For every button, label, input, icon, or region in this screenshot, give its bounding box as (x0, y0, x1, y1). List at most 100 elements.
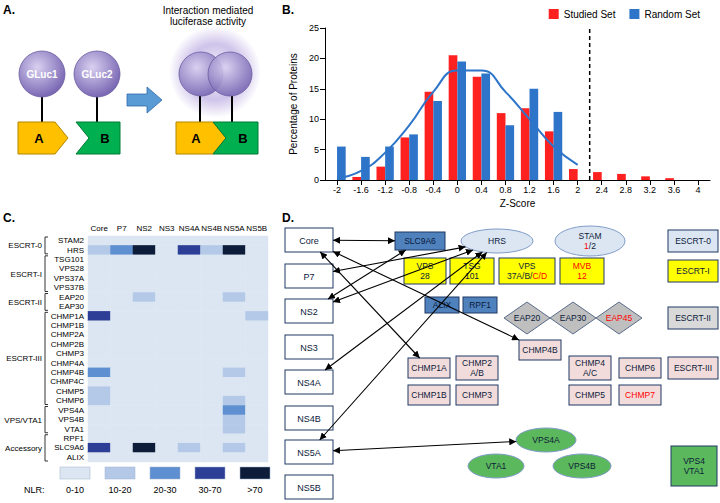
svg-text:B.: B. (282, 3, 294, 17)
svg-text:CHMP4B: CHMP4B (51, 368, 84, 377)
svg-text:2: 2 (575, 185, 580, 195)
svg-text:VTA1: VTA1 (65, 425, 85, 434)
svg-text:CHMP7: CHMP7 (625, 390, 655, 400)
svg-text:ESCRT-III: ESCRT-III (6, 354, 42, 363)
svg-text:1.6: 1.6 (547, 185, 560, 195)
svg-text:CHMP2B: CHMP2B (51, 340, 84, 349)
svg-text:TSG101: TSG101 (54, 255, 84, 264)
svg-text:D.: D. (282, 211, 294, 225)
svg-text:-1.2: -1.2 (377, 185, 393, 195)
svg-text:VPS4A: VPS4A (58, 406, 84, 415)
svg-text:A.: A. (3, 3, 15, 17)
svg-text:NS4B: NS4B (201, 224, 222, 233)
svg-text:CHMP4A: CHMP4A (51, 359, 85, 368)
svg-text:HRS: HRS (488, 236, 506, 246)
svg-text:P7: P7 (303, 272, 314, 282)
svg-text:CHMP3: CHMP3 (56, 349, 85, 358)
svg-text:Percentage of Proteins: Percentage of Proteins (288, 53, 299, 155)
svg-text:MVB12: MVB12 (573, 261, 592, 281)
svg-text:0: 0 (314, 175, 319, 185)
svg-text:NS5B: NS5B (246, 224, 267, 233)
svg-text:-2: -2 (333, 185, 341, 195)
svg-text:VPS4B: VPS4B (58, 415, 84, 424)
svg-text:CHMP6: CHMP6 (56, 396, 85, 405)
svg-text:VPS4B: VPS4B (568, 461, 596, 471)
svg-text:STAM2: STAM2 (58, 236, 85, 245)
svg-text:1.2: 1.2 (523, 185, 536, 195)
svg-text:VPS4A: VPS4A (532, 435, 560, 445)
svg-text:NS3: NS3 (300, 343, 318, 353)
svg-text:VPS37A: VPS37A (54, 274, 85, 283)
svg-text:NS5A: NS5A (224, 224, 246, 233)
svg-text:ESCRT-0: ESCRT-0 (8, 241, 42, 250)
svg-text:RPF1: RPF1 (469, 300, 491, 310)
svg-text:CHMP2A: CHMP2A (51, 330, 85, 339)
svg-text:CHMP5: CHMP5 (575, 390, 605, 400)
svg-text:CHMP1A: CHMP1A (411, 363, 447, 373)
svg-text:Studied Set: Studied Set (564, 9, 616, 20)
svg-text:ESCRT-II: ESCRT-II (675, 313, 711, 323)
svg-text:-0.4: -0.4 (426, 185, 442, 195)
svg-text:30-70: 30-70 (198, 485, 221, 495)
svg-text:3.6: 3.6 (668, 185, 681, 195)
svg-text:15: 15 (309, 84, 319, 94)
svg-text:25: 25 (309, 23, 319, 33)
svg-text:RPF1: RPF1 (64, 434, 85, 443)
svg-text:CHMP1B: CHMP1B (411, 390, 447, 400)
svg-text:CHMP1A: CHMP1A (51, 312, 85, 321)
svg-text:0-10: 0-10 (66, 485, 84, 495)
svg-text:NS4B: NS4B (297, 414, 321, 424)
svg-text:GLuc2: GLuc2 (81, 69, 113, 80)
svg-text:2.8: 2.8 (620, 185, 633, 195)
svg-text:NS2: NS2 (136, 224, 152, 233)
svg-text:CHMP4B: CHMP4B (522, 345, 558, 355)
svg-text:ESCRT-0: ESCRT-0 (675, 236, 711, 246)
svg-text:HRS: HRS (67, 246, 84, 255)
svg-text:VPS/VTA1: VPS/VTA1 (4, 416, 42, 425)
svg-text:NS3: NS3 (159, 224, 175, 233)
svg-text:ESCRT-I: ESCRT-I (11, 270, 42, 279)
svg-text:-0.8: -0.8 (401, 185, 417, 195)
svg-text:B: B (100, 131, 109, 146)
svg-text:0: 0 (455, 185, 460, 195)
svg-text:VPS4VTA1: VPS4VTA1 (683, 456, 705, 476)
svg-text:EAP20: EAP20 (59, 293, 84, 302)
svg-text:CHMP6: CHMP6 (625, 363, 655, 373)
svg-text:3.2: 3.2 (644, 185, 657, 195)
svg-text:5: 5 (314, 145, 319, 155)
svg-text:VPS37B: VPS37B (54, 283, 84, 292)
svg-text:Interaction mediatedluciferase: Interaction mediatedluciferase activity (163, 5, 254, 27)
svg-text:ESCRT-I: ESCRT-I (676, 266, 709, 276)
svg-text:STAM1/2: STAM1/2 (579, 231, 602, 251)
svg-text:10: 10 (309, 114, 319, 124)
svg-text:20-30: 20-30 (153, 485, 176, 495)
svg-text:CHMP5: CHMP5 (56, 387, 85, 396)
svg-text:VPS28: VPS28 (59, 264, 84, 273)
svg-text:VPS28: VPS28 (416, 261, 433, 281)
svg-text:Accessory: Accessory (5, 444, 42, 453)
svg-text:CHMP4A/C: CHMP4A/C (575, 358, 605, 378)
svg-text:Z-Score: Z-Score (500, 198, 536, 209)
svg-text:GLuc1: GLuc1 (26, 69, 58, 80)
svg-text:2.4: 2.4 (595, 185, 608, 195)
svg-text:EAP30: EAP30 (560, 313, 587, 323)
svg-text:CHMP3: CHMP3 (462, 390, 492, 400)
svg-text:NLR:: NLR: (24, 485, 45, 495)
svg-text:CHMP1B: CHMP1B (51, 321, 84, 330)
svg-text:B: B (238, 131, 247, 146)
svg-text:EAP45: EAP45 (606, 313, 633, 323)
svg-text:EAP20: EAP20 (514, 313, 541, 323)
svg-text:ESCRT-III: ESCRT-III (674, 363, 712, 373)
svg-text:EAP30: EAP30 (59, 302, 84, 311)
svg-text:4: 4 (695, 185, 700, 195)
svg-text:10-20: 10-20 (108, 485, 131, 495)
svg-text:Core: Core (91, 224, 109, 233)
svg-text:ESCRT-II: ESCRT-II (8, 298, 42, 307)
svg-text:CHMP4C: CHMP4C (50, 377, 84, 386)
svg-text:ALIX: ALIX (67, 453, 85, 462)
svg-text:Random Set: Random Set (644, 9, 700, 20)
svg-text:0.4: 0.4 (475, 185, 488, 195)
svg-text:TSG101: TSG101 (463, 261, 480, 281)
svg-text:VPS37A/B/C/D: VPS37A/B/C/D (507, 261, 547, 281)
svg-text:-1.6: -1.6 (353, 185, 369, 195)
